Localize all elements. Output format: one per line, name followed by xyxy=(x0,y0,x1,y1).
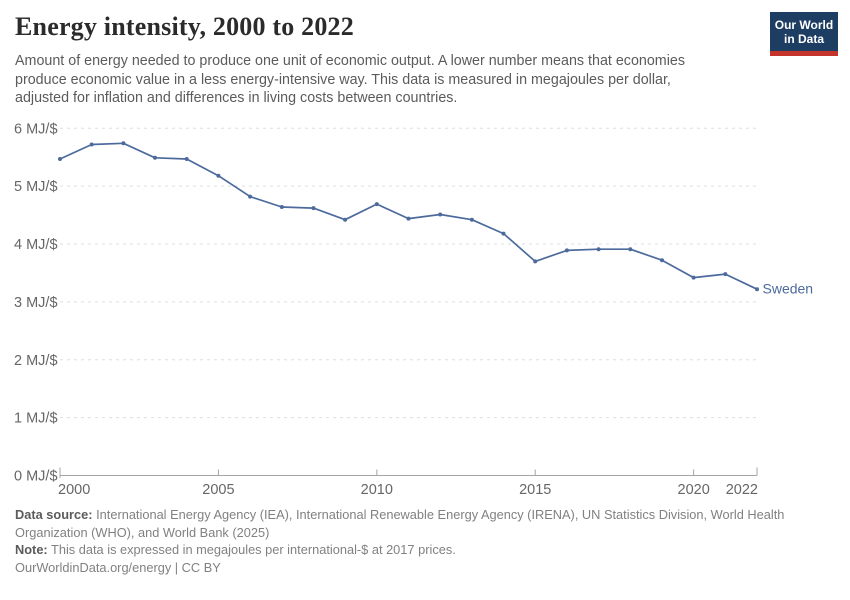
data-point xyxy=(248,194,253,199)
data-point xyxy=(660,258,664,263)
chart-subtitle: Amount of energy needed to produce one u… xyxy=(15,53,685,106)
data-source-label: Data source: xyxy=(15,507,93,522)
data-point xyxy=(121,141,126,146)
y-tick-label: 6 MJ/$ xyxy=(14,121,58,137)
owid-logo-line2: in Data xyxy=(783,31,824,46)
y-tick-label: 4 MJ/$ xyxy=(14,237,58,253)
note-line: Note: This data is expressed in megajoul… xyxy=(15,541,837,559)
note-label: Note: xyxy=(15,542,48,557)
data-point xyxy=(153,155,157,160)
data-point xyxy=(374,202,379,207)
data-point xyxy=(438,212,443,217)
x-tick-label: 2022 xyxy=(726,482,758,498)
owid-logo-text: Our World in Data xyxy=(770,12,838,51)
owid-logo-red-bar xyxy=(770,51,838,56)
owid-logo-line1: Our World xyxy=(774,17,834,32)
data-point xyxy=(755,287,759,292)
data-source-line: Data source: International Energy Agency… xyxy=(15,506,837,541)
note-text: This data is expressed in megajoules per… xyxy=(51,542,456,557)
x-tick-label: 2015 xyxy=(519,482,551,498)
chart-footer: Data source: International Energy Agency… xyxy=(15,506,837,576)
y-tick-label: 3 MJ/$ xyxy=(14,295,58,311)
data-point xyxy=(406,216,411,221)
data-point xyxy=(58,157,62,161)
data-point xyxy=(311,206,316,211)
data-line xyxy=(59,142,758,291)
data-point xyxy=(691,275,696,280)
data-point xyxy=(564,248,569,253)
x-tick-label: 2000 xyxy=(58,482,90,498)
data-point xyxy=(343,217,348,222)
y-tick-label: 2 MJ/$ xyxy=(14,353,58,369)
citation-link[interactable]: OurWorldinData.org/energy | CC BY xyxy=(15,559,221,575)
y-tick-label: 0 MJ/$ xyxy=(14,469,58,485)
data-source-text: International Energy Agency (IEA), Inter… xyxy=(15,507,785,540)
data-point xyxy=(469,217,474,222)
data-point xyxy=(628,247,633,252)
owid-logo[interactable]: Our World in Data xyxy=(770,12,838,56)
y-tick-label: 5 MJ/$ xyxy=(14,179,58,195)
x-tick-label: 2020 xyxy=(678,482,710,498)
series-end-label: Sweden xyxy=(763,281,814,297)
data-point xyxy=(216,173,221,178)
citation-line: OurWorldinData.org/energy | CC BY xyxy=(15,559,837,577)
data-point xyxy=(723,272,728,277)
line-chart: 0 MJ/$ 1 MJ/$ 2 MJ/$ 3 MJ/$ 4 MJ/$ 5 MJ/$ 6 MJ… xyxy=(14,121,814,498)
data-point xyxy=(89,142,94,147)
data-point xyxy=(279,205,284,209)
x-tick-label: 2005 xyxy=(202,482,234,498)
x-tick-label: 2010 xyxy=(361,482,393,498)
data-point xyxy=(596,247,601,252)
data-point xyxy=(501,231,506,236)
data-point xyxy=(533,259,538,264)
chart-title: Energy intensity, 2000 to 2022 xyxy=(15,12,354,41)
y-tick-label: 1 MJ/$ xyxy=(14,411,58,427)
data-point xyxy=(184,157,189,161)
